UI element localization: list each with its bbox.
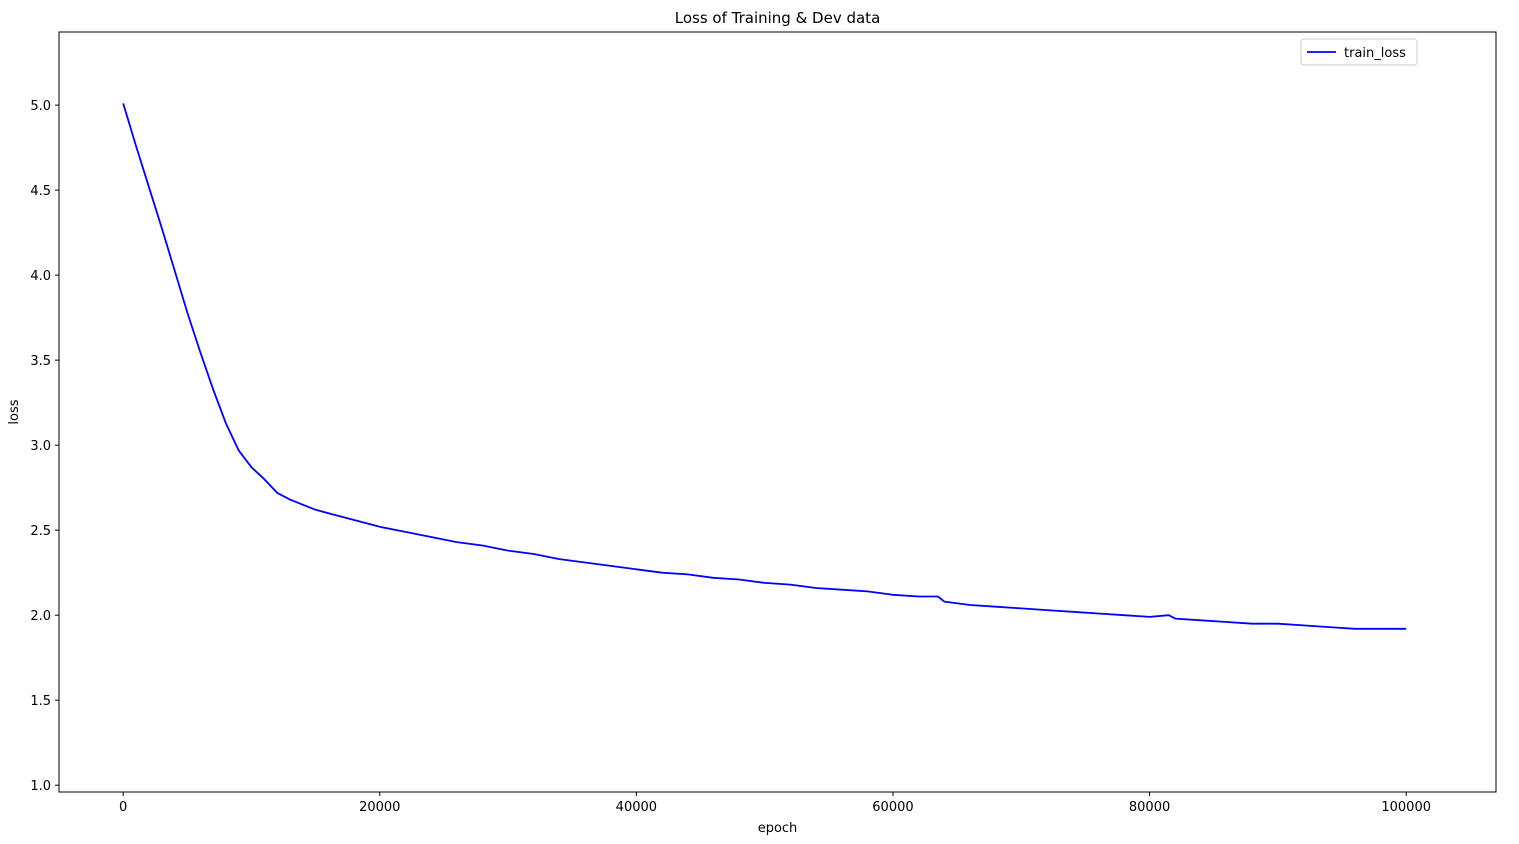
y-axis-title: loss (7, 399, 22, 424)
x-axis: 0 20000 40000 60000 80000 100000 (119, 792, 1431, 815)
series-line-train-loss (122, 103, 1407, 630)
x-tick-label: 60000 (872, 800, 913, 815)
y-tick-label: 2.0 (30, 609, 51, 624)
series-layer (122, 103, 1407, 630)
legend: train_loss (1300, 38, 1418, 66)
legend-box (1300, 38, 1418, 66)
x-tick-label: 0 (119, 800, 127, 815)
x-axis-title: epoch (758, 821, 798, 836)
chart-title: Loss of Training & Dev data (675, 9, 881, 27)
y-tick-label: 2.5 (30, 524, 51, 539)
x-tick-label: 20000 (359, 800, 400, 815)
y-tick-label: 1.5 (30, 694, 51, 709)
x-tick-label: 80000 (1129, 800, 1170, 815)
y-tick-label: 4.5 (30, 184, 51, 199)
y-axis: 1.0 1.5 2.0 2.5 3.0 3.5 4.0 4.5 5.0 (30, 99, 59, 794)
y-tick-label: 3.0 (30, 439, 51, 454)
y-tick-label: 5.0 (30, 99, 51, 114)
x-tick-label: 40000 (616, 800, 657, 815)
x-tick-label: 100000 (1381, 800, 1431, 815)
plot-area (58, 31, 1497, 793)
y-tick-label: 1.0 (30, 779, 51, 794)
y-tick-label: 3.5 (30, 354, 51, 369)
y-tick-label: 4.0 (30, 269, 51, 284)
legend-label-train-loss: train_loss (1344, 46, 1406, 61)
